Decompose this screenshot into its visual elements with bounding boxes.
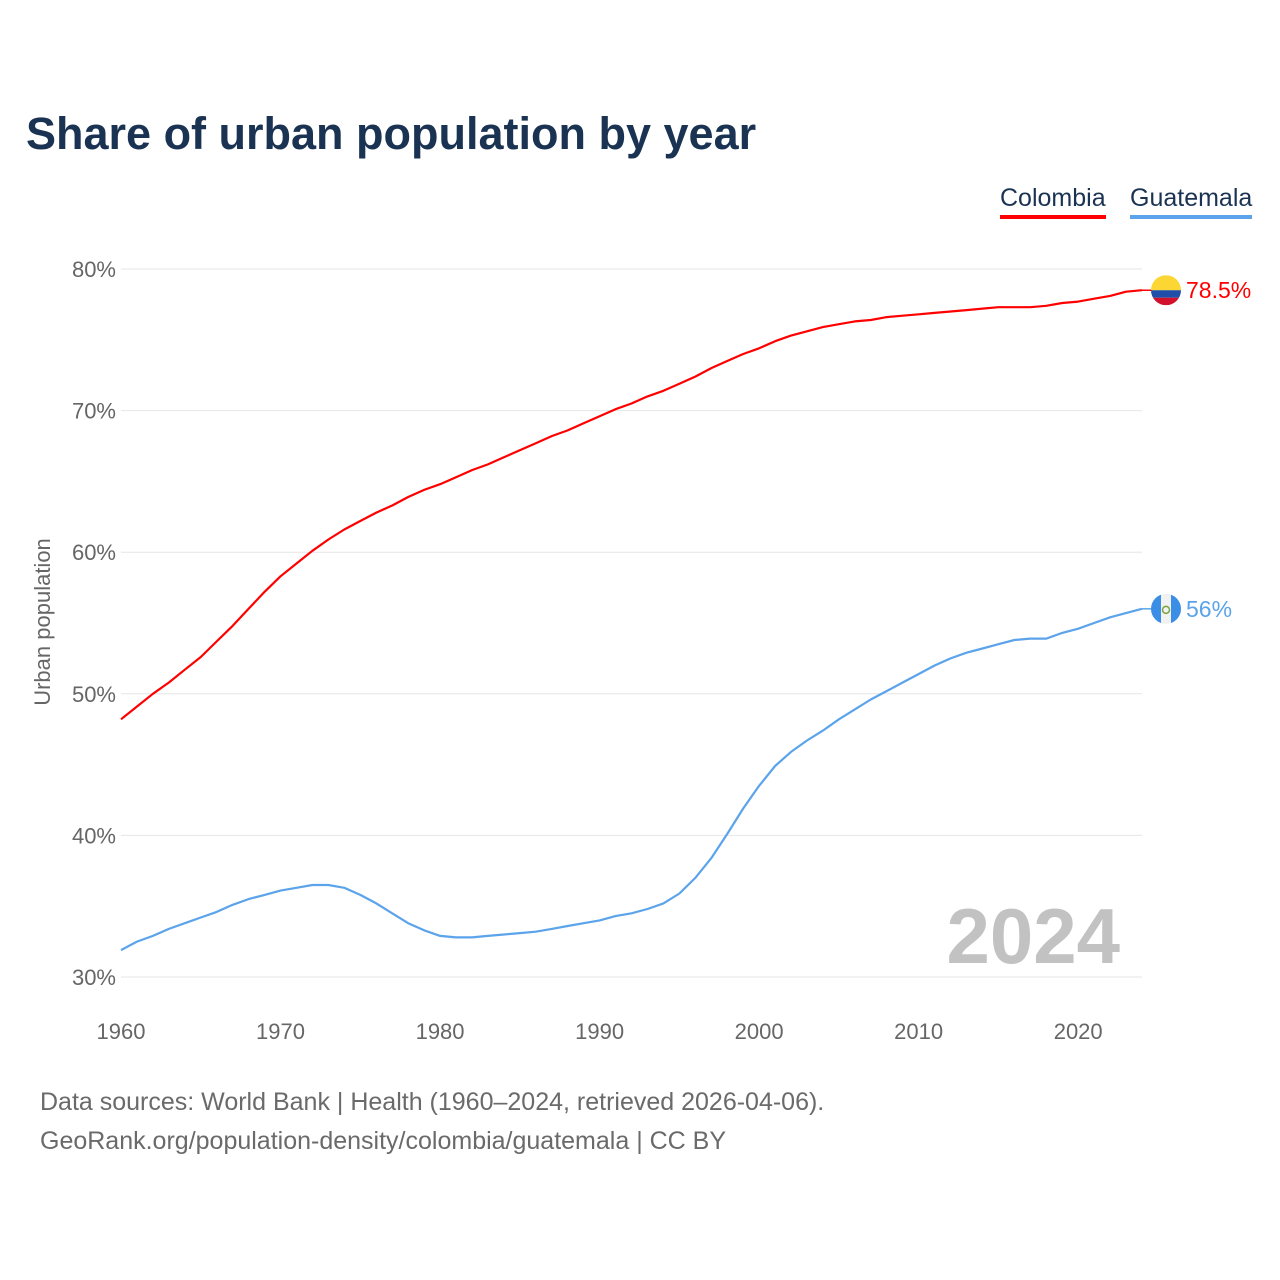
colombia-flag-icon xyxy=(1151,275,1181,306)
x-tick-label: 2020 xyxy=(1054,1019,1103,1044)
y-tick-label: 70% xyxy=(72,399,116,424)
x-tick-label: 2000 xyxy=(735,1019,784,1044)
x-tick-label: 1970 xyxy=(256,1019,305,1044)
x-tick-label: 1980 xyxy=(416,1019,465,1044)
footer-sources: Data sources: World Bank | Health (1960–… xyxy=(40,1088,825,1116)
y-tick-label: 30% xyxy=(72,965,116,990)
series-line-colombia xyxy=(120,289,1143,721)
guatemala-flag-icon xyxy=(1151,593,1181,624)
y-tick-label: 50% xyxy=(72,682,116,707)
footer-link[interactable]: GeoRank.org/population-density/colombia/… xyxy=(40,1127,727,1155)
legend-colombia[interactable]: Colombia xyxy=(1000,184,1106,219)
x-tick-label: 1990 xyxy=(575,1019,624,1044)
y-axis-label: Urban population xyxy=(30,538,55,706)
chart-title: Share of urban population by year xyxy=(26,108,757,159)
x-tick-label: 2010 xyxy=(894,1019,943,1044)
x-tick-label: 1960 xyxy=(97,1019,146,1044)
legend-guatemala[interactable]: Guatemala xyxy=(1130,184,1253,219)
year-watermark: 2024 xyxy=(946,892,1120,980)
y-tick-label: 80% xyxy=(72,257,116,282)
y-tick-label: 40% xyxy=(72,823,116,848)
y-tick-label: 60% xyxy=(72,540,116,565)
end-value-label: 78.5% xyxy=(1186,277,1251,303)
end-value-label: 56% xyxy=(1186,596,1232,622)
series-line-guatemala xyxy=(120,607,1143,952)
